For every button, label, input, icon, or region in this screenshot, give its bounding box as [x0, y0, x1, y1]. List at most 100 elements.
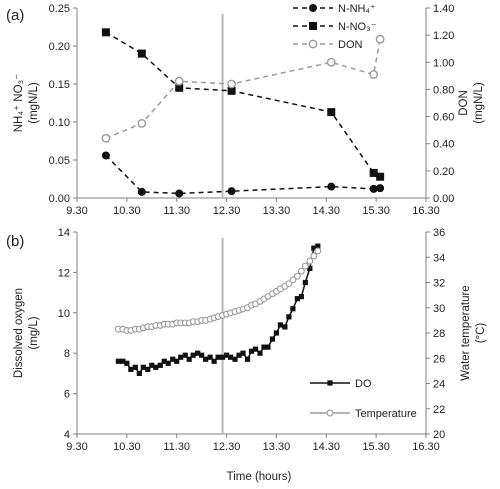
right-y-tick-label: 1.20: [433, 30, 454, 42]
data-point: [310, 252, 318, 260]
data-point: [161, 358, 167, 364]
data-point: [182, 352, 188, 358]
x-tick-label: 9.30: [66, 441, 87, 453]
data-point: [101, 133, 111, 143]
x-axis-title: Time (hours): [227, 471, 292, 483]
data-point: [223, 352, 230, 358]
data-point: [232, 356, 238, 362]
data-point: [376, 184, 385, 193]
data-point: [137, 187, 146, 196]
right-y-axis-title: DON: [458, 90, 470, 116]
x-tick-label: 13.30: [263, 441, 291, 453]
data-point: [227, 86, 236, 95]
series-line: [118, 245, 319, 375]
data-point: [157, 362, 163, 368]
legend-marker: [327, 380, 333, 386]
x-tick-label: 12.30: [213, 205, 241, 217]
data-point: [124, 360, 130, 366]
data-point: [174, 358, 180, 364]
data-point: [207, 354, 213, 360]
left-y-tick-label: 0.20: [49, 41, 70, 53]
data-point: [175, 189, 184, 198]
right-y-tick-label: 36: [433, 227, 445, 239]
data-point: [286, 314, 292, 320]
x-tick-label: 12.30: [213, 441, 241, 453]
x-tick-label: 15.30: [362, 205, 390, 217]
legend-label: N-NO₃⁻: [338, 21, 377, 33]
right-y-tick-label: 0.40: [433, 139, 454, 151]
data-point: [269, 336, 276, 342]
x-tick-label: 11.30: [163, 441, 190, 453]
legend-marker: [309, 22, 317, 30]
data-point: [215, 354, 221, 360]
right-y-tick-label: 0.60: [433, 112, 454, 124]
data-point: [203, 356, 209, 362]
data-point: [306, 257, 314, 265]
data-point: [248, 348, 255, 354]
legend-label: DO: [355, 378, 372, 390]
right-y-tick-label: 22: [433, 404, 445, 416]
left-y-axis-title: (mgN/L): [28, 82, 40, 124]
left-y-tick-label: 14: [58, 227, 70, 239]
data-point: [369, 168, 378, 177]
data-point: [240, 350, 246, 356]
x-tick-label: 15.30: [362, 441, 390, 453]
data-point: [175, 83, 184, 92]
series-line: [105, 39, 381, 139]
panel-label: (b): [6, 233, 24, 250]
data-point: [376, 172, 385, 181]
data-point: [219, 354, 226, 360]
data-point: [190, 352, 196, 358]
data-point: [257, 350, 263, 356]
data-point: [199, 352, 205, 358]
data-point: [145, 366, 151, 372]
data-point: [314, 247, 322, 255]
data-point: [137, 49, 146, 58]
left-y-tick-label: 12: [58, 267, 70, 279]
data-point: [293, 272, 301, 280]
data-point: [120, 358, 126, 364]
data-point: [298, 294, 304, 300]
left-y-tick-label: 8: [64, 348, 70, 360]
left-y-tick-label: 0.00: [49, 193, 70, 205]
data-point: [315, 243, 321, 249]
data-point: [289, 276, 297, 284]
series-line: [105, 31, 381, 178]
data-point: [265, 344, 271, 350]
data-point: [297, 267, 305, 275]
left-y-axis-title: (mg/L): [28, 316, 40, 349]
right-y-tick-label: 0.00: [433, 193, 454, 205]
right-y-axis-title: (mgN/L): [473, 82, 485, 124]
x-tick-label: 16.30: [412, 205, 440, 217]
right-y-axis-title: Water temperature: [460, 285, 472, 380]
data-point: [137, 118, 147, 128]
data-point: [285, 280, 293, 288]
data-point: [244, 356, 251, 362]
data-point: [195, 350, 201, 356]
x-tick-label: 10.30: [113, 441, 141, 453]
right-y-tick-label: 1.40: [433, 3, 454, 15]
right-y-tick-label: 26: [433, 353, 445, 365]
left-y-tick-label: 0.10: [49, 117, 70, 129]
x-tick-label: 16.30: [412, 441, 440, 453]
left-y-tick-label: 0.15: [49, 79, 70, 91]
data-point: [375, 34, 385, 44]
legend-marker: [309, 4, 317, 12]
data-point: [211, 358, 217, 364]
x-tick-label: 14.30: [313, 205, 341, 217]
data-point: [132, 364, 138, 370]
legend-label: Temperature: [355, 408, 417, 420]
right-y-axis-title: (°C): [475, 323, 487, 344]
data-point: [302, 279, 308, 286]
left-y-tick-label: 10: [58, 308, 70, 320]
data-point: [186, 356, 192, 362]
data-point: [101, 28, 110, 37]
data-point: [326, 57, 336, 67]
right-y-tick-label: 28: [433, 328, 445, 340]
left-y-axis-title: NH₄⁺ NO₃⁻: [13, 74, 25, 133]
legend-label: DON: [338, 39, 363, 51]
x-tick-label: 13.30: [263, 205, 291, 217]
x-tick-label: 10.30: [113, 205, 141, 217]
panel-b: (b) 9.30 10.30 11.30 12.30 13.30 14.30 15.30 16.…: [6, 227, 487, 453]
